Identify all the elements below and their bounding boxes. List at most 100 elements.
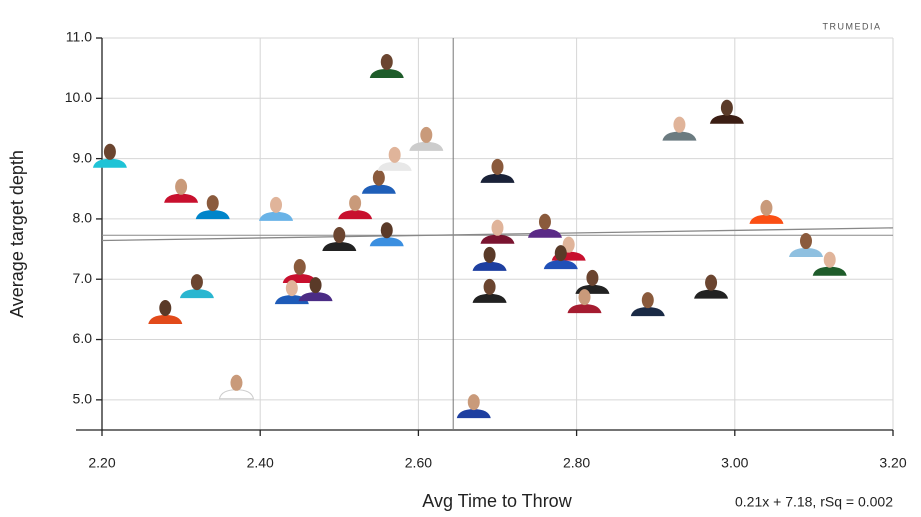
jersey [749,214,784,224]
head [206,195,219,212]
head [230,374,243,391]
x-tick-label: 2.60 [405,455,432,471]
jersey [567,304,602,314]
x-tick-label: 2.80 [563,455,590,471]
head [333,227,346,244]
jersey [480,234,515,244]
head [586,269,599,286]
jersey [812,266,847,276]
head [823,251,836,268]
player-point [812,251,847,276]
jersey [298,292,333,302]
player-point [322,227,357,252]
head [491,158,504,175]
head [578,289,591,306]
player-point [630,292,665,317]
player-point [472,246,507,271]
head [538,213,551,230]
jersey [195,210,230,220]
head [349,195,362,212]
player-point [567,289,602,314]
head [103,143,116,160]
jersey [456,409,491,419]
head [673,116,686,133]
logo: TRUMEDIA [823,21,882,31]
y-tick-label: 11.0 [66,29,92,45]
jersey [164,193,199,203]
jersey [480,173,515,183]
jersey [369,68,404,78]
jersey [709,114,744,124]
jersey [338,210,373,220]
jersey [218,389,255,400]
player-point [694,274,729,299]
player-point [164,178,199,203]
jersey [409,141,444,151]
head [372,169,385,186]
head [799,233,812,250]
head [270,196,283,213]
player-point [259,196,294,221]
player-point [472,278,507,303]
player-point [709,99,744,124]
jersey [369,237,404,247]
player-point [527,213,562,238]
head [554,245,567,262]
player-point [662,116,697,141]
player-point [195,195,230,220]
player-point [298,277,333,302]
x-tick-label: 3.00 [721,455,748,471]
jersey [179,289,214,299]
head [293,258,306,275]
head [720,99,733,116]
jersey [788,248,823,258]
player-point [456,394,491,419]
player-point [148,300,183,325]
jersey [92,158,127,168]
player-point [274,280,309,305]
head [159,300,172,317]
player-point [788,233,823,258]
player-point [369,53,404,78]
y-tick-label: 9.0 [73,149,93,165]
y-tick-label: 7.0 [73,270,93,286]
jersey [259,211,294,221]
x-tick-label: 2.40 [247,455,274,471]
head [483,246,496,263]
head [760,199,773,216]
jersey [694,289,729,299]
y-tick-label: 8.0 [73,210,93,226]
head [420,126,433,143]
jersey [630,307,665,317]
x-tick-label: 3.20 [879,455,906,471]
x-axis-label: Avg Time to Throw [422,491,572,511]
head [190,274,203,291]
jersey [527,228,562,238]
player-point [480,158,515,183]
head [380,222,393,239]
head [285,280,298,297]
head [309,277,322,294]
jersey [361,184,396,194]
jersey [148,315,183,325]
head [641,292,654,309]
y-tick-label: 10.0 [65,89,92,105]
jersey [543,260,578,270]
player-point [92,143,127,168]
player-point [749,199,784,224]
jersey [472,293,507,303]
player-point [338,195,373,220]
y-tick-label: 6.0 [73,330,93,346]
player-point [480,219,515,244]
head [175,178,188,195]
player-point [218,374,255,400]
head [705,274,718,291]
jersey [322,242,357,252]
player-point [179,274,214,299]
player-point [377,146,412,171]
player-point [543,245,578,270]
player-point [409,126,444,151]
head [380,53,393,70]
regression-label: 0.21x + 7.18, rSq = 0.002 [735,494,893,510]
